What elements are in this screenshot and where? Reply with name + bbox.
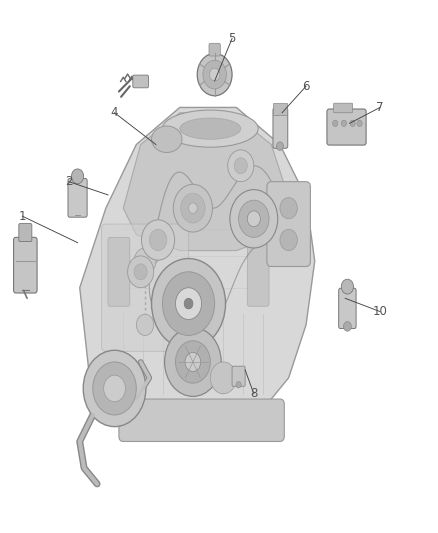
Ellipse shape [152,126,182,152]
FancyBboxPatch shape [19,223,32,241]
FancyBboxPatch shape [108,237,130,306]
Circle shape [280,229,297,251]
Circle shape [93,362,136,415]
FancyBboxPatch shape [333,103,353,113]
Polygon shape [80,108,315,431]
Circle shape [276,142,283,150]
Circle shape [152,259,226,349]
FancyBboxPatch shape [267,182,311,266]
Circle shape [181,193,205,223]
Circle shape [197,53,232,96]
Ellipse shape [162,110,258,147]
Circle shape [228,150,254,182]
Circle shape [236,382,241,388]
FancyBboxPatch shape [339,288,356,328]
Circle shape [134,248,156,274]
Ellipse shape [180,118,241,139]
Circle shape [357,120,362,126]
Circle shape [234,158,247,174]
Circle shape [188,203,197,214]
Circle shape [210,362,237,394]
Circle shape [341,120,346,126]
Circle shape [332,120,338,126]
Circle shape [141,220,175,260]
FancyBboxPatch shape [68,179,87,217]
Text: 4: 4 [111,106,118,119]
Text: 1: 1 [18,209,26,223]
FancyBboxPatch shape [232,366,245,386]
Text: 5: 5 [228,32,236,45]
FancyBboxPatch shape [247,237,269,306]
Circle shape [176,341,210,383]
FancyBboxPatch shape [133,75,148,88]
Circle shape [184,298,193,309]
Circle shape [176,288,201,319]
Text: 6: 6 [302,80,310,93]
Circle shape [104,375,125,402]
Circle shape [230,190,278,248]
Circle shape [165,327,221,397]
Circle shape [341,279,353,294]
Circle shape [71,169,84,184]
FancyBboxPatch shape [272,103,287,115]
Circle shape [173,184,212,232]
Circle shape [162,272,215,335]
Circle shape [209,68,220,81]
Text: 7: 7 [376,101,384,114]
Circle shape [185,352,201,372]
FancyBboxPatch shape [102,224,188,351]
Circle shape [350,120,355,126]
Polygon shape [123,113,289,251]
FancyBboxPatch shape [119,399,284,441]
Circle shape [136,314,154,335]
FancyBboxPatch shape [14,237,37,293]
Circle shape [149,229,167,251]
FancyBboxPatch shape [209,43,220,56]
Circle shape [127,256,154,288]
Circle shape [280,198,297,219]
Circle shape [247,211,260,227]
Text: 8: 8 [250,387,258,400]
Circle shape [239,200,269,237]
FancyBboxPatch shape [273,108,288,148]
Circle shape [343,321,351,331]
Text: 2: 2 [65,175,73,188]
Text: 10: 10 [373,305,388,318]
FancyBboxPatch shape [327,109,366,145]
Circle shape [203,60,226,89]
Circle shape [134,264,147,280]
Circle shape [83,350,146,426]
